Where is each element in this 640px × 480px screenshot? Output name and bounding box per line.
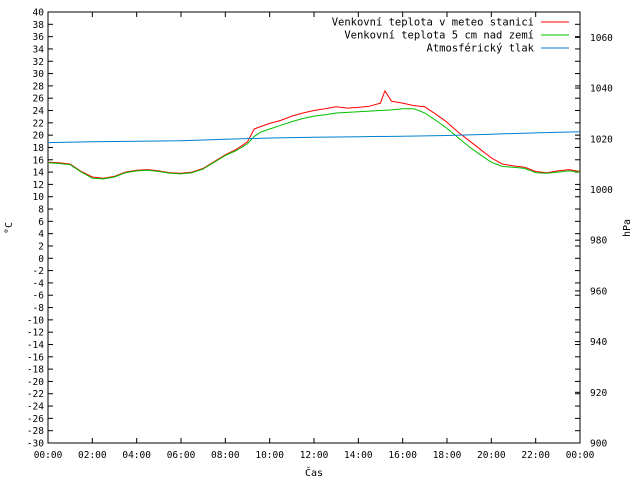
right-tick-label: 940 bbox=[590, 337, 607, 348]
right-tick-label: 1060 bbox=[590, 33, 613, 44]
right-tick-label: 900 bbox=[590, 439, 607, 450]
left-tick-label: -26 bbox=[27, 414, 44, 425]
plot-frame bbox=[47, 11, 581, 444]
left-tick-label: 22 bbox=[33, 118, 44, 129]
right-axis-ticks: 1060 1040 1020 1000 980 960 940 920 900 bbox=[575, 33, 613, 450]
series-line-2 bbox=[47, 108, 581, 180]
left-tick-label: 30 bbox=[33, 69, 45, 80]
left-tick-label: -14 bbox=[27, 340, 44, 351]
x-tick-label: 16:00 bbox=[388, 450, 417, 461]
right-tick-label: 1040 bbox=[590, 84, 613, 95]
left-tick-label: -28 bbox=[27, 426, 44, 437]
left-tick-label: -20 bbox=[27, 377, 44, 388]
left-tick-label: 6 bbox=[38, 217, 44, 228]
right-tick-label: 1020 bbox=[590, 134, 613, 145]
left-tick-label: -8 bbox=[33, 303, 45, 314]
left-tick-label: 0 bbox=[38, 254, 44, 265]
left-tick-label: 40 bbox=[33, 8, 45, 19]
left-tick-label: 16 bbox=[33, 155, 45, 166]
left-tick-label: 18 bbox=[33, 143, 45, 154]
left-tick-label: 24 bbox=[33, 106, 45, 117]
left-tick-label: -4 bbox=[33, 278, 45, 289]
left-tick-label: 28 bbox=[33, 81, 45, 92]
x-tick-label: 06:00 bbox=[167, 450, 196, 461]
left-tick-label: -30 bbox=[27, 439, 44, 450]
left-tick-label: 38 bbox=[33, 20, 45, 31]
left-tick-label: 2 bbox=[38, 241, 44, 252]
x-tick-label: 00:00 bbox=[34, 450, 63, 461]
left-tick-label: -16 bbox=[27, 352, 44, 363]
right-tick-label: 960 bbox=[590, 286, 607, 297]
left-tick-label: 36 bbox=[33, 32, 45, 43]
x-axis-ticks: 00:00 02:00 04:00 06:00 08:00 10:00 12:00 14:00… bbox=[34, 12, 595, 461]
left-tick-label: 34 bbox=[33, 44, 45, 55]
left-tick-label: -12 bbox=[27, 328, 44, 339]
series-lines bbox=[47, 90, 581, 180]
series-line-1 bbox=[47, 90, 581, 179]
series-line-3 bbox=[47, 131, 581, 144]
legend-label-1: Venkovní teplota v meteo stanici bbox=[332, 17, 534, 29]
x-tick-label: 00:00 bbox=[566, 450, 595, 461]
left-tick-label: -22 bbox=[27, 389, 44, 400]
left-axis-ticks: 4038363432302826242220181614121086420-2-… bbox=[27, 8, 580, 450]
right-tick-label: 920 bbox=[590, 388, 607, 399]
legend: Venkovní teplota v meteo staniciVenkovní… bbox=[332, 17, 569, 55]
x-axis-label: Čas bbox=[305, 466, 323, 479]
x-tick-label: 12:00 bbox=[300, 450, 329, 461]
left-tick-label: 14 bbox=[33, 168, 45, 179]
left-tick-label: -2 bbox=[33, 266, 44, 277]
x-tick-label: 22:00 bbox=[521, 450, 550, 461]
left-tick-label: -6 bbox=[33, 291, 45, 302]
right-tick-label: 1000 bbox=[590, 185, 613, 196]
left-tick-label: 20 bbox=[33, 131, 45, 142]
x-tick-label: 02:00 bbox=[78, 450, 107, 461]
left-tick-label: 26 bbox=[33, 94, 45, 105]
right-tick-label: 980 bbox=[590, 236, 607, 247]
left-tick-label: -10 bbox=[27, 315, 44, 326]
left-tick-label: -24 bbox=[27, 402, 44, 413]
x-tick-label: 20:00 bbox=[477, 450, 506, 461]
x-tick-label: 14:00 bbox=[344, 450, 373, 461]
left-tick-label: 32 bbox=[33, 57, 44, 68]
x-tick-label: 08:00 bbox=[211, 450, 240, 461]
x-tick-label: 18:00 bbox=[433, 450, 462, 461]
left-tick-label: 4 bbox=[38, 229, 44, 240]
legend-label-2: Venkovní teplota 5 cm nad zemí bbox=[344, 30, 534, 42]
left-tick-label: -18 bbox=[27, 365, 44, 376]
right-axis-label: hPa bbox=[622, 219, 633, 237]
legend-label-3: Atmosférický tlak bbox=[427, 43, 535, 55]
left-axis-label: °C bbox=[4, 222, 15, 234]
plot-border bbox=[47, 11, 581, 444]
left-tick-label: 8 bbox=[38, 205, 44, 216]
left-tick-label: 10 bbox=[33, 192, 45, 203]
left-tick-label: 12 bbox=[33, 180, 44, 191]
x-tick-label: 04:00 bbox=[122, 450, 151, 461]
x-tick-label: 10:00 bbox=[255, 450, 284, 461]
